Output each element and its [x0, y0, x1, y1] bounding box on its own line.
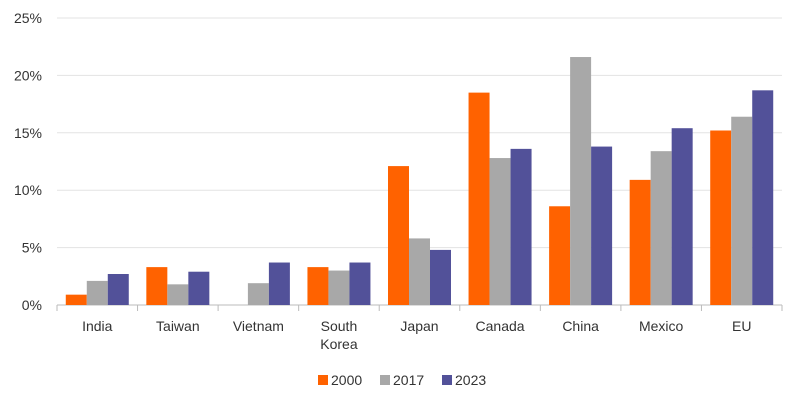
- bar-2000: [629, 179, 651, 305]
- legend-label: 2023: [455, 372, 486, 388]
- bar-2017: [86, 280, 108, 305]
- x-tick-label: China: [562, 318, 599, 334]
- bar-2023: [188, 271, 210, 305]
- legend-label: 2000: [331, 372, 362, 388]
- bar-2023: [430, 249, 451, 305]
- x-tick-label: Mexico: [639, 318, 684, 334]
- legend-swatch: [442, 375, 452, 385]
- bar-2017: [489, 158, 511, 305]
- bar-2017: [247, 283, 269, 305]
- y-tick-label: 25%: [14, 10, 42, 26]
- x-tick-label: Canada: [476, 318, 525, 334]
- y-tick-label: 20%: [14, 67, 42, 83]
- bar-2000: [146, 267, 168, 305]
- bar-2023: [268, 262, 290, 305]
- bar-2023: [591, 146, 613, 305]
- bar-2017: [650, 151, 672, 305]
- y-tick-label: 15%: [14, 125, 42, 141]
- bar-2000: [65, 294, 87, 305]
- bar-2023: [349, 262, 371, 305]
- y-tick-label: 0%: [22, 297, 42, 313]
- bar-2017: [167, 284, 189, 305]
- bar-2017: [570, 57, 592, 306]
- x-tick-label: EU: [732, 318, 751, 334]
- bar-2023: [510, 148, 532, 305]
- x-tick-label: Taiwan: [156, 318, 200, 334]
- bar-2000: [388, 166, 409, 305]
- y-tick-label: 5%: [22, 240, 42, 256]
- x-tick-label: Korea: [320, 336, 358, 352]
- legend-item: 2000: [318, 372, 362, 388]
- x-tick-label: South: [321, 318, 358, 334]
- bar-2000: [549, 206, 571, 305]
- legend-swatch: [318, 375, 328, 385]
- bar-2017: [409, 238, 430, 305]
- bar-2023: [107, 274, 129, 305]
- bar-2017: [328, 270, 350, 305]
- bar-2000: [468, 92, 490, 306]
- bar-2000: [307, 267, 329, 305]
- bar-2023: [752, 90, 774, 305]
- y-tick-label: 10%: [14, 182, 42, 198]
- legend-swatch: [380, 375, 390, 385]
- bar-2023: [671, 128, 693, 305]
- x-tick-label: Japan: [400, 318, 438, 334]
- bar-2000: [710, 130, 732, 305]
- legend-item: 2017: [380, 372, 424, 388]
- x-tick-label: India: [82, 318, 113, 334]
- x-tick-label: Vietnam: [233, 318, 284, 334]
- bar-2017: [731, 116, 753, 305]
- legend-label: 2017: [393, 372, 424, 388]
- legend-item: 2023: [442, 372, 486, 388]
